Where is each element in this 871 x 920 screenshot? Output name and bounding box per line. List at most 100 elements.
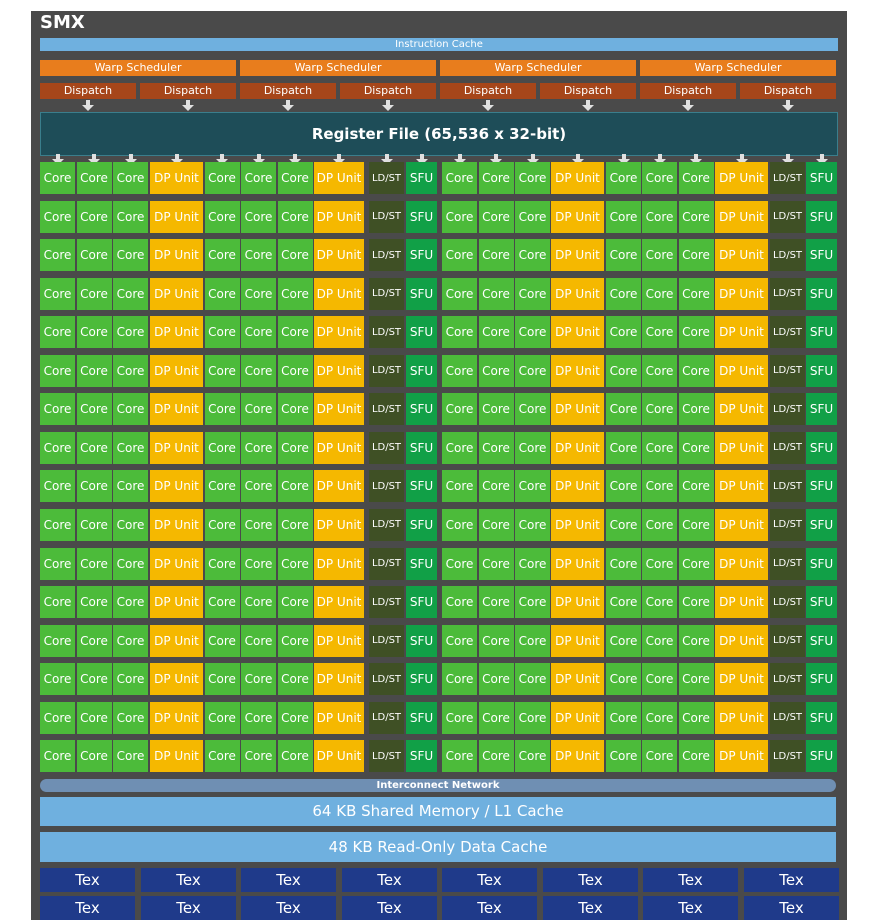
core-unit: Core [478, 663, 514, 696]
dp-unit: DP Unit [551, 277, 604, 310]
core-unit: Core [442, 393, 477, 426]
core-unit: Core [241, 624, 276, 657]
dp-unit: DP Unit [314, 277, 364, 310]
dp-unit: DP Unit [715, 162, 768, 194]
tex-unit: Tex [543, 896, 638, 920]
dispatch-unit: Dispatch [140, 83, 236, 99]
sfu-unit: SFU [806, 239, 837, 272]
core-unit: Core [478, 393, 514, 426]
ldst-unit: LD/ST [770, 547, 805, 580]
core-unit: Core [478, 740, 514, 773]
core-unit: Core [277, 624, 313, 657]
dp-unit: DP Unit [314, 200, 364, 233]
core-unit: Core [113, 663, 148, 696]
sfu-unit: SFU [806, 431, 837, 464]
core-unit: Core [606, 624, 641, 657]
core-unit: Core [204, 200, 240, 233]
ldst-unit: LD/ST [369, 162, 404, 194]
core-unit: Core [277, 701, 313, 734]
core-unit: Core [678, 663, 714, 696]
core-unit: Core [606, 470, 641, 503]
dispatch-unit: Dispatch [240, 83, 336, 99]
dp-unit: DP Unit [551, 393, 604, 426]
dp-unit: DP Unit [314, 316, 364, 349]
core-unit: Core [76, 393, 112, 426]
core-unit: Core [113, 624, 148, 657]
core-unit: Core [113, 277, 148, 310]
core-unit: Core [76, 740, 112, 773]
ldst-unit: LD/ST [369, 200, 404, 233]
core-unit: Core [478, 701, 514, 734]
dp-unit: DP Unit [715, 316, 768, 349]
core-unit: Core [241, 431, 276, 464]
ldst-unit: LD/ST [770, 316, 805, 349]
ldst-unit: LD/ST [369, 508, 404, 541]
core-unit: Core [478, 354, 514, 387]
core-unit: Core [76, 162, 112, 194]
core-unit: Core [606, 431, 641, 464]
core-unit: Core [642, 239, 677, 272]
core-unit: Core [678, 277, 714, 310]
dp-unit: DP Unit [314, 393, 364, 426]
ldst-unit: LD/ST [369, 624, 404, 657]
dp-unit: DP Unit [551, 200, 604, 233]
warp-scheduler: Warp Scheduler [40, 60, 236, 76]
core-unit: Core [515, 431, 550, 464]
core-unit: Core [204, 277, 240, 310]
core-unit: Core [515, 663, 550, 696]
dp-unit: DP Unit [150, 624, 203, 657]
core-unit: Core [204, 316, 240, 349]
sfu-unit: SFU [406, 624, 437, 657]
sfu-unit: SFU [806, 740, 837, 773]
dp-unit: DP Unit [314, 239, 364, 272]
sfu-unit: SFU [406, 701, 437, 734]
core-unit: Core [606, 354, 641, 387]
core-unit: Core [204, 162, 240, 194]
core-unit: Core [515, 547, 550, 580]
core-unit: Core [277, 277, 313, 310]
ldst-unit: LD/ST [770, 508, 805, 541]
core-unit: Core [241, 200, 276, 233]
core-unit: Core [606, 701, 641, 734]
core-unit: Core [678, 701, 714, 734]
core-unit: Core [241, 547, 276, 580]
core-unit: Core [40, 508, 75, 541]
core-unit: Core [478, 277, 514, 310]
core-unit: Core [642, 586, 677, 619]
dp-unit: DP Unit [551, 663, 604, 696]
core-unit: Core [277, 393, 313, 426]
core-unit: Core [40, 701, 75, 734]
core-unit: Core [515, 277, 550, 310]
dp-unit: DP Unit [150, 277, 203, 310]
core-unit: Core [277, 162, 313, 194]
sfu-unit: SFU [406, 663, 437, 696]
dp-unit: DP Unit [715, 431, 768, 464]
core-unit: Core [478, 547, 514, 580]
core-unit: Core [478, 200, 514, 233]
core-unit: Core [40, 547, 75, 580]
ldst-unit: LD/ST [369, 354, 404, 387]
dp-unit: DP Unit [715, 624, 768, 657]
ldst-unit: LD/ST [770, 431, 805, 464]
core-unit: Core [113, 586, 148, 619]
core-unit: Core [113, 431, 148, 464]
sfu-unit: SFU [806, 470, 837, 503]
dp-unit: DP Unit [551, 239, 604, 272]
core-unit: Core [606, 277, 641, 310]
sfu-unit: SFU [406, 316, 437, 349]
tex-unit: Tex [342, 868, 437, 892]
core-unit: Core [76, 470, 112, 503]
tex-unit: Tex [141, 868, 236, 892]
sfu-unit: SFU [806, 701, 837, 734]
dp-unit: DP Unit [551, 354, 604, 387]
core-unit: Core [277, 508, 313, 541]
core-unit: Core [76, 586, 112, 619]
core-unit: Core [478, 239, 514, 272]
core-unit: Core [40, 200, 75, 233]
core-unit: Core [478, 586, 514, 619]
ldst-unit: LD/ST [770, 277, 805, 310]
core-unit: Core [678, 470, 714, 503]
dp-unit: DP Unit [715, 740, 768, 773]
dp-unit: DP Unit [314, 470, 364, 503]
ldst-unit: LD/ST [770, 200, 805, 233]
